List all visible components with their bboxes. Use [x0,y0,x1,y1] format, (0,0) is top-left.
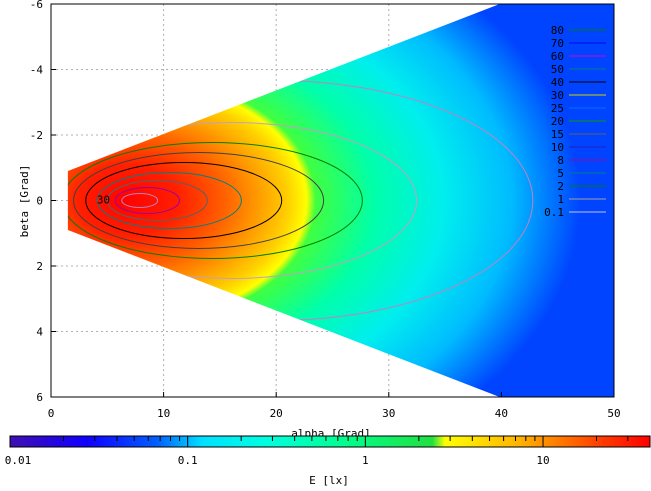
y-axis-label: beta [Grad] [18,165,31,238]
legend-label: 80 [551,24,564,37]
legend-label: 15 [551,128,564,141]
y-tick-label: -4 [30,64,44,77]
legend-label: 20 [551,115,564,128]
legend-label: 30 [551,89,564,102]
colorbar [9,435,651,448]
y-tick-label: 0 [36,195,43,208]
legend-label: 8 [557,154,564,167]
x-axis-ticks: 0 10 20 30 40 50 [48,392,621,420]
y-tick-label: 2 [36,260,43,273]
x-tick-label: 0 [48,407,55,420]
y-tick-label: 4 [36,326,43,339]
x-tick-label: 40 [495,407,508,420]
x-tick-label: 20 [270,407,283,420]
legend-label: 70 [551,37,564,50]
legend-label: 0.1 [544,206,564,219]
contour-line [106,180,208,221]
contour-line [85,162,283,239]
y-tick-label: 6 [36,391,43,404]
contour-line [67,142,363,259]
peak-contour-label: 30 [97,194,110,207]
legend-label: 40 [551,76,564,89]
contour-line [114,187,180,214]
contour-line [73,152,325,249]
contour-line [96,172,242,229]
contour-line [121,193,159,208]
legend-label: 60 [551,50,564,63]
legend-label: 25 [551,102,564,115]
contour-line [67,122,418,279]
colorbar-label: E [lx] [309,474,349,486]
legend-label: 10 [551,141,564,154]
y-tick-label: -2 [30,129,43,142]
legend-label: 50 [551,63,564,76]
x-tick-label: 10 [157,407,170,420]
colorbar-ticks: 0.01 0.1 1 10 [5,436,651,467]
legend-label: 2 [557,180,564,193]
legend-label: 5 [557,167,564,180]
heatmap-fill [67,4,614,397]
colorbar-tick-label: 0.01 [5,454,32,467]
colorbar-tick-label: 0.1 [178,454,198,467]
x-tick-label: 50 [607,407,620,420]
colorbar-tick-label: 10 [536,454,549,467]
colorbar-tick-label: 1 [362,454,369,467]
y-tick-label: -6 [30,0,43,11]
x-tick-label: 30 [382,407,395,420]
legend-label: 1 [557,193,564,206]
y-axis-ticks: -6 -4 -2 0 2 4 6 [30,0,56,404]
